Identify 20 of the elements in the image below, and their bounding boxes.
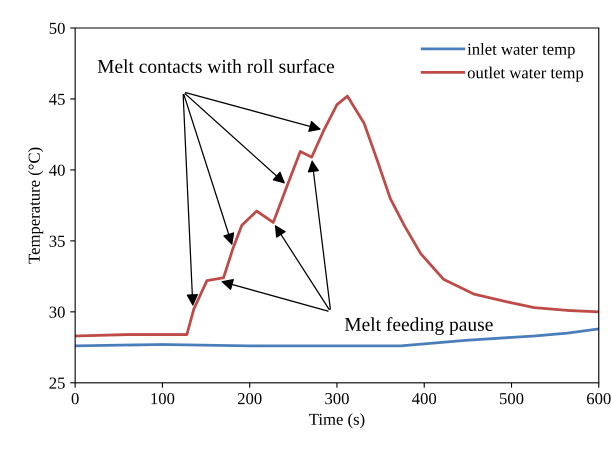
y-tick-label: 35 — [50, 236, 65, 247]
legend-label: inlet water temp — [468, 43, 575, 58]
annotation: Melt contacts with roll surface — [98, 59, 334, 73]
x-tick-label: 600 — [586, 393, 611, 404]
y-tick-label: 40 — [49, 164, 65, 176]
y-tick-label: 25 — [49, 378, 65, 389]
y-axis-title: Temperature (°C) — [28, 148, 44, 264]
line-series — [75, 94, 599, 338]
x-tick-label: 500 — [500, 393, 524, 404]
x-tick-label: 100 — [151, 393, 174, 404]
y-tick-label: 50 — [50, 22, 65, 34]
x-tick-label: 400 — [412, 393, 436, 404]
x-axis-title: Time (s) — [309, 413, 364, 428]
y-tick-label: 30 — [50, 306, 65, 318]
annotation: Melt feeding pause — [344, 317, 493, 335]
x-tick-label: 200 — [238, 393, 262, 404]
x-tick-label: 0 — [72, 393, 79, 404]
y-tick-label: 45 — [49, 94, 65, 105]
legend-label: outlet water temp — [468, 66, 584, 82]
x-tick-label: 300 — [325, 393, 349, 404]
